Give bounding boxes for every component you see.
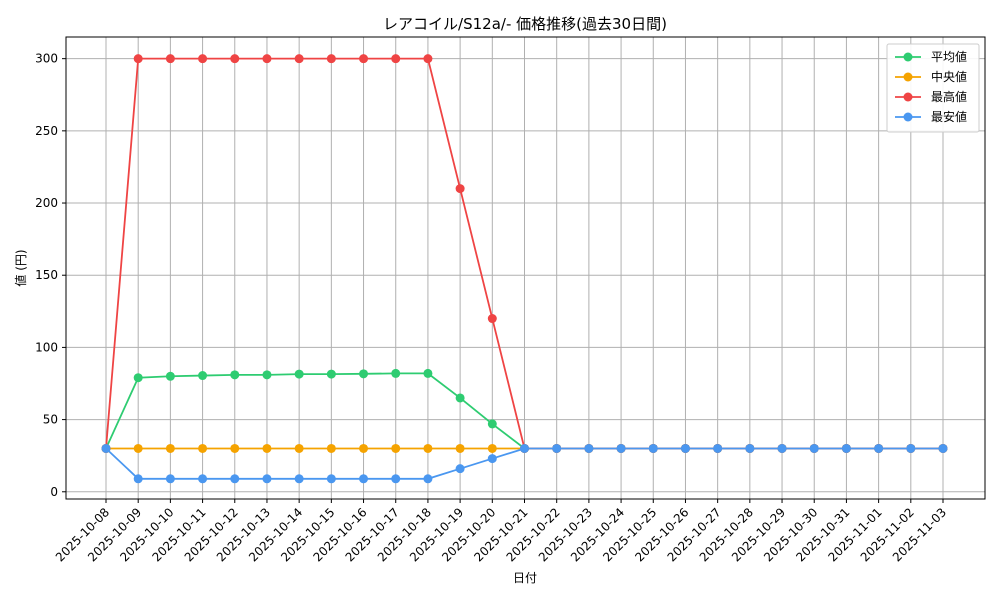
data-point: [198, 371, 208, 381]
legend-label: 最高値: [931, 89, 967, 104]
data-point: [262, 370, 272, 380]
y-axis-label: 値 (円): [13, 249, 28, 286]
data-point: [487, 454, 497, 464]
data-point: [230, 370, 240, 380]
data-point: [423, 54, 433, 64]
data-point: [841, 443, 851, 453]
legend-label: 中央値: [931, 69, 967, 84]
data-point: [809, 443, 819, 453]
data-point: [294, 54, 304, 64]
data-point: [262, 443, 272, 453]
data-point: [487, 443, 497, 453]
x-axis: 2025-10-082025-10-092025-10-102025-10-11…: [53, 499, 949, 564]
y-tick-label: 300: [35, 52, 58, 66]
data-point: [487, 314, 497, 324]
data-point: [648, 443, 658, 453]
data-point: [391, 474, 401, 484]
data-point: [423, 368, 433, 378]
data-point: [777, 443, 787, 453]
y-tick-label: 100: [35, 340, 58, 354]
data-point: [680, 443, 690, 453]
data-point: [230, 54, 240, 64]
legend-marker: [903, 92, 913, 102]
y-tick-label: 150: [35, 268, 58, 282]
data-point: [165, 443, 175, 453]
data-point: [165, 474, 175, 484]
data-point: [326, 443, 336, 453]
legend-label: 平均値: [931, 49, 967, 64]
data-point: [391, 443, 401, 453]
data-point: [423, 443, 433, 453]
data-point: [294, 474, 304, 484]
y-axis: 0 50 100 150 200 250 300: [35, 52, 66, 499]
series-group: [101, 54, 948, 484]
data-point: [133, 54, 143, 64]
data-point: [262, 54, 272, 64]
data-point: [745, 443, 755, 453]
data-point: [133, 443, 143, 453]
legend-marker: [903, 52, 913, 62]
data-point: [326, 474, 336, 484]
series-3: [101, 443, 948, 484]
data-point: [294, 443, 304, 453]
data-point: [101, 443, 111, 453]
data-point: [230, 474, 240, 484]
data-point: [198, 443, 208, 453]
data-point: [133, 474, 143, 484]
data-point: [391, 368, 401, 378]
y-tick-label: 0: [50, 485, 58, 499]
y-tick-label: 250: [35, 124, 58, 138]
data-point: [359, 54, 369, 64]
data-point: [165, 54, 175, 64]
data-point: [455, 393, 465, 403]
legend-marker: [903, 112, 913, 122]
grid-lines: [66, 37, 985, 499]
data-point: [552, 443, 562, 453]
data-point: [165, 371, 175, 381]
plot-frame: [65, 36, 986, 500]
data-point: [359, 369, 369, 379]
legend-label: 最安値: [931, 109, 967, 124]
data-point: [133, 373, 143, 383]
data-point: [262, 474, 272, 484]
data-point: [487, 419, 497, 429]
chart-title: レアコイル/S12a/- 価格推移(過去30日間): [383, 15, 667, 33]
data-point: [359, 443, 369, 453]
data-point: [391, 54, 401, 64]
y-tick-label: 200: [35, 196, 58, 210]
data-point: [294, 369, 304, 379]
data-point: [198, 474, 208, 484]
data-point: [455, 184, 465, 194]
x-axis-label: 日付: [513, 571, 537, 585]
data-point: [938, 443, 948, 453]
data-point: [874, 443, 884, 453]
data-point: [359, 474, 369, 484]
data-point: [584, 443, 594, 453]
data-point: [455, 464, 465, 474]
data-point: [326, 54, 336, 64]
data-point: [455, 443, 465, 453]
data-point: [906, 443, 916, 453]
legend-box: [886, 43, 980, 133]
data-point: [616, 443, 626, 453]
legend-marker: [903, 72, 913, 82]
data-point: [326, 369, 336, 379]
data-point: [423, 474, 433, 484]
y-tick-label: 50: [43, 413, 58, 427]
data-point: [198, 54, 208, 64]
data-point: [230, 443, 240, 453]
data-point: [713, 443, 723, 453]
data-point: [520, 443, 529, 453]
